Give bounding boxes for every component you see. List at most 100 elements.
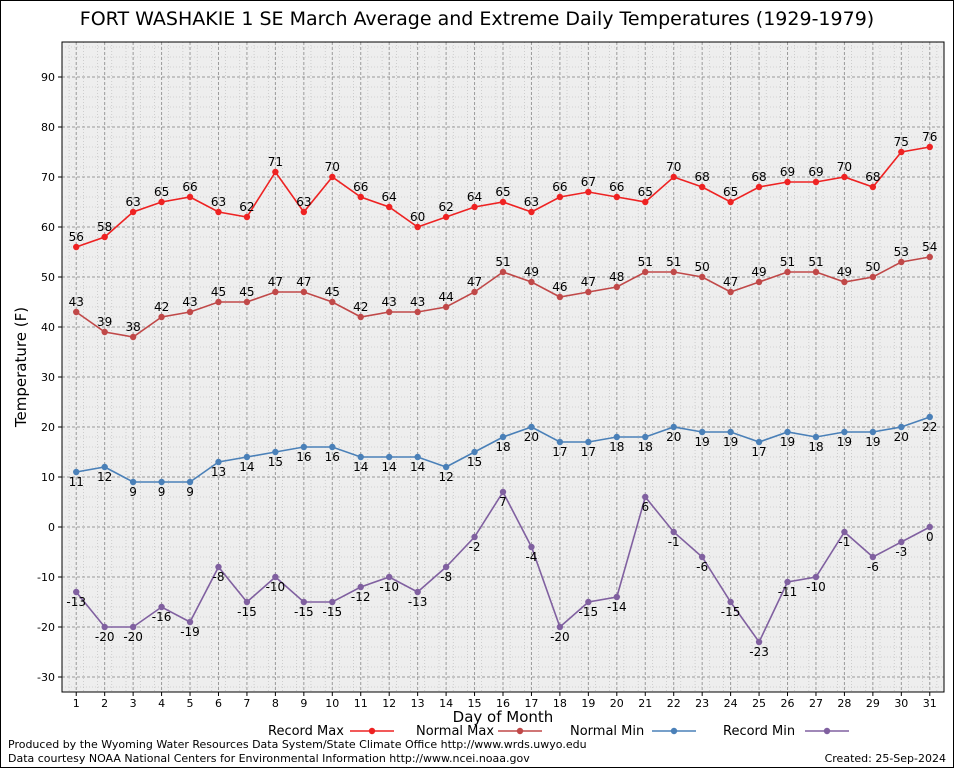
record-min-point [727,598,734,606]
normal-min-point [812,433,820,441]
normal-max-point [186,308,194,316]
x-tick-label: 8 [272,697,279,710]
legend-label-normal-max: Normal Max [416,724,494,739]
normal-max-point [812,268,820,276]
normal-min-data-label: 14 [353,460,368,474]
x-tick-label: 10 [325,697,339,710]
normal-min-point [243,453,251,461]
x-tick-label: 27 [809,697,823,710]
normal-min-point [585,438,592,446]
record-max-point [73,243,80,251]
record-min-data-label: 7 [499,495,507,509]
x-tick-label: 22 [667,697,681,710]
record-max-data-label: 68 [865,170,880,184]
normal-max-point [869,273,877,281]
normal-min-data-label: 14 [410,460,425,474]
normal-min-point [73,468,80,476]
normal-min-data-label: 11 [69,475,84,489]
legend-marker-record-min [823,727,831,735]
normal-max-data-label: 43 [410,295,425,309]
record-min-point [471,533,478,541]
record-max-data-label: 70 [325,160,340,174]
normal-max-point [243,298,251,306]
normal-max-data-label: 45 [239,285,254,299]
record-min-point [101,623,108,631]
record-max-point [329,173,336,181]
x-tick-label: 18 [553,697,567,710]
normal-max-point [73,308,80,316]
normal-min-point [385,453,393,461]
normal-max-point [755,278,763,286]
record-min-point [158,603,165,611]
x-tick-label: 21 [638,697,652,710]
normal-min-data-label: 17 [751,445,766,459]
normal-max-point [642,268,649,276]
record-min-data-label: -15 [721,605,741,619]
legend-label-normal-min: Normal Min [570,724,644,739]
record-max-data-label: 70 [837,160,852,174]
x-tick-label: 14 [439,697,453,710]
normal-min-data-label: 9 [129,485,137,499]
normal-max-data-label: 47 [467,275,482,289]
record-max-point [812,178,820,186]
normal-min-point [129,478,137,486]
record-min-point [243,598,251,606]
record-max-data-label: 58 [97,220,112,234]
normal-max-data-label: 47 [581,275,596,289]
record-min-point [898,538,905,546]
created-date: Created: 25-Sep-2024 [824,752,946,765]
normal-min-data-label: 12 [438,470,453,484]
normal-max-data-label: 47 [268,275,283,289]
record-max-point [499,198,507,206]
normal-max-data-label: 50 [695,260,710,274]
y-tick-label: 90 [41,71,55,84]
normal-min-data-label: 14 [239,460,254,474]
record-min-data-label: -10 [806,580,826,594]
x-tick-label: 30 [894,697,908,710]
record-max-data-label: 66 [609,180,624,194]
y-tick-label: 50 [41,271,55,284]
normal-max-point [471,288,478,296]
record-max-data-label: 75 [894,135,909,149]
normal-min-point [898,423,905,431]
record-min-data-label: -14 [607,600,627,614]
record-min-point [129,623,137,631]
legend-marker-normal-min [670,727,678,735]
record-min-data-label: -6 [696,560,708,574]
normal-max-data-label: 51 [666,255,681,269]
record-max-point [841,173,848,181]
record-min-data-label: -13 [408,595,428,609]
record-max-point [784,178,791,186]
legend-marker-normal-max [516,727,524,735]
normal-max-point [499,268,507,276]
record-min-data-label: -8 [440,570,452,584]
record-min-point [869,553,877,561]
normal-max-point [385,308,393,316]
y-tick-label: -20 [37,621,55,634]
record-max-point [926,143,933,151]
normal-min-point [272,448,279,456]
record-min-point [357,583,364,591]
normal-min-data-label: 19 [865,435,880,449]
record-max-point [471,203,478,211]
normal-min-data-label: 20 [666,430,681,444]
record-max-data-label: 71 [268,155,283,169]
record-min-data-label: -13 [66,595,86,609]
normal-max-data-label: 51 [808,255,823,269]
record-max-point [585,188,592,196]
y-tick-label: 20 [41,421,55,434]
normal-min-point [101,463,108,471]
normal-min-data-label: 20 [524,430,539,444]
normal-max-point [670,268,677,276]
normal-min-data-label: 12 [97,470,112,484]
record-min-point [442,563,450,571]
normal-min-point [698,428,706,436]
record-min-point [585,598,592,606]
normal-min-data-label: 18 [609,440,624,454]
x-tick-label: 23 [695,697,709,710]
record-max-point [272,168,279,176]
record-max-data-label: 65 [638,185,653,199]
legend-label-record-min: Record Min [723,724,795,739]
chart-title: FORT WASHAKIE 1 SE March Average and Ext… [79,8,875,30]
record-min-data-label: -12 [351,590,371,604]
